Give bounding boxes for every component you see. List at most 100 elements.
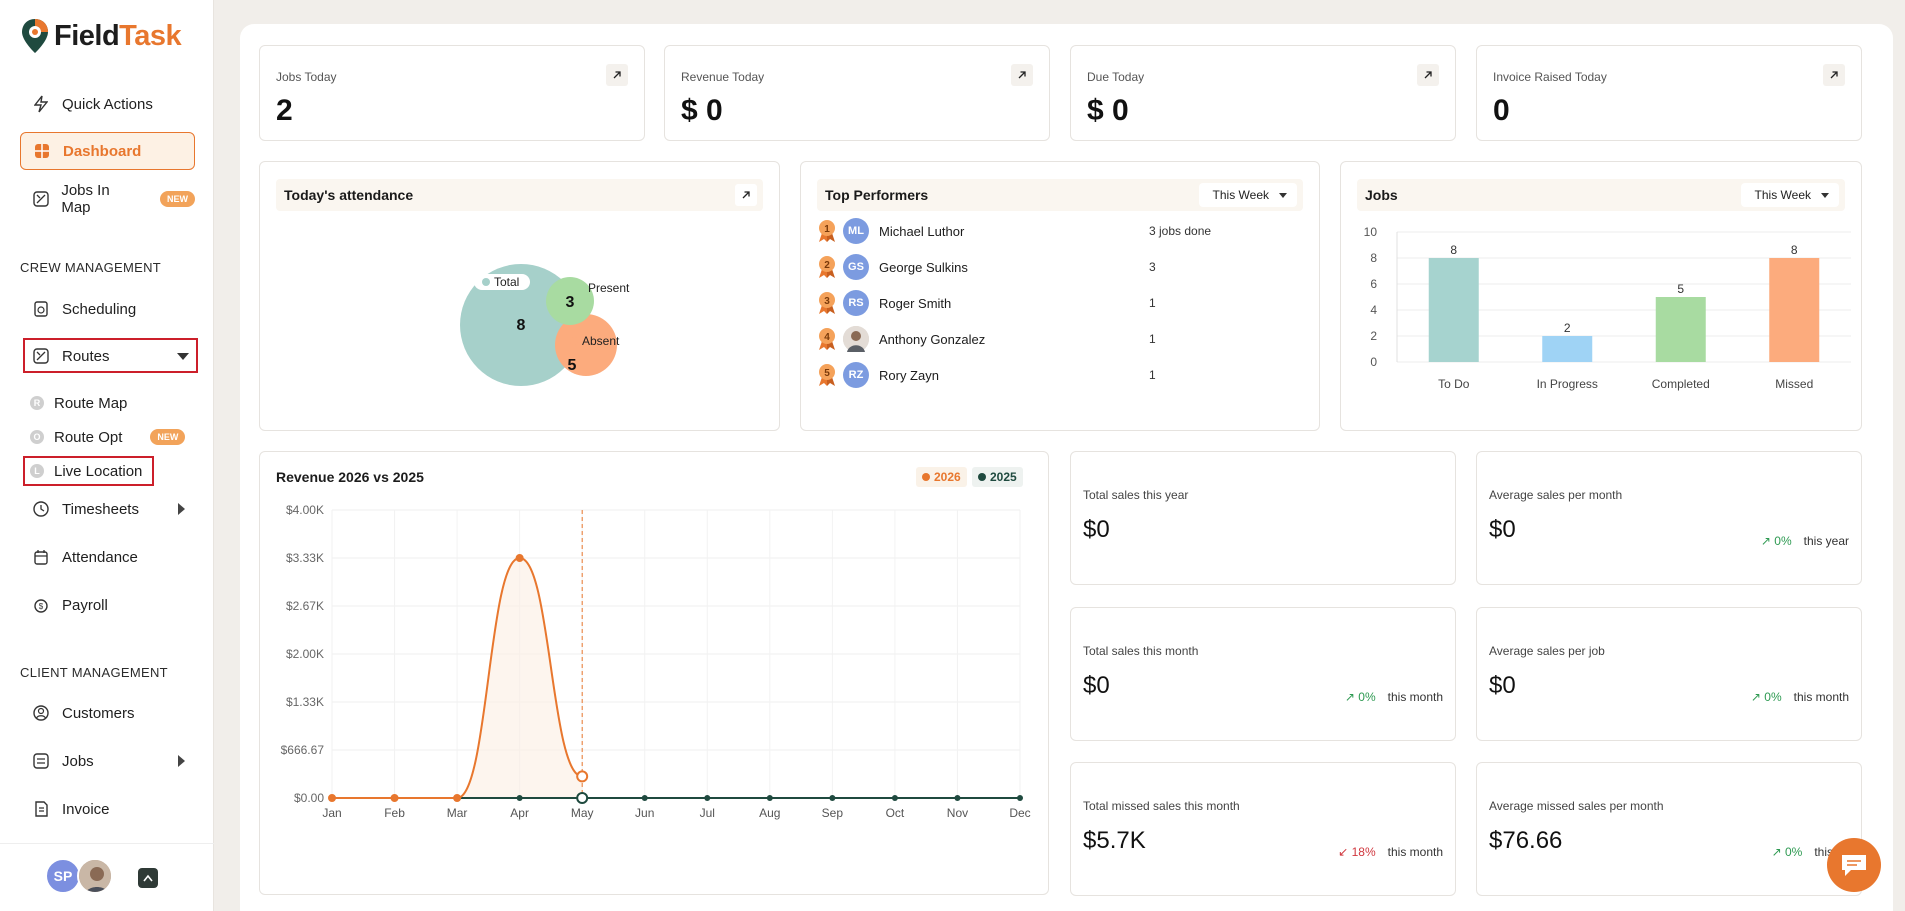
open-arrow-button[interactable] xyxy=(735,184,757,206)
point-2025[interactable] xyxy=(829,795,836,801)
bar[interactable] xyxy=(1655,297,1706,362)
performers-card-header: Top Performers This Week xyxy=(817,179,1303,211)
legend-label-2026: 2026 xyxy=(934,470,961,484)
bar-value-label: 5 xyxy=(1677,282,1684,296)
point-2026[interactable] xyxy=(515,554,524,563)
jobs-bar-chart: 0 2 4 6 8 10 8 To Do 2 In Progress 5 Completed 8 Miss… xyxy=(1364,225,1851,391)
open-arrow-button[interactable] xyxy=(606,64,628,86)
open-arrow-button[interactable] xyxy=(1011,64,1033,86)
x-tick-label: Jan xyxy=(322,806,341,820)
sales-card[interactable]: Average missed sales per month $76.66 ↗ 0%… xyxy=(1476,762,1862,896)
chevron-right-icon xyxy=(178,755,185,767)
bar[interactable] xyxy=(1428,258,1479,362)
sidebar-item-label: Route Map xyxy=(54,394,128,412)
point-2026[interactable] xyxy=(390,794,399,802)
performer-name: George Sulkins xyxy=(879,259,968,275)
performer-row[interactable]: 3 RS Roger Smith 1 xyxy=(817,288,1303,318)
performer-avatar: RS xyxy=(843,290,869,316)
performer-row[interactable]: 1 ML Michael Luthor 3 jobs done xyxy=(817,216,1303,246)
bar[interactable] xyxy=(1769,258,1820,362)
point-2025[interactable] xyxy=(954,795,961,801)
sales-card[interactable]: Average sales per job $0 ↗ 0% this month xyxy=(1476,607,1862,741)
sidebar-item-jobs-in-map[interactable]: Jobs In Map NEW xyxy=(20,180,195,218)
open-arrow-button[interactable] xyxy=(1417,64,1439,86)
arrow-up-right-icon xyxy=(1018,71,1026,79)
sidebar-item-label: Jobs xyxy=(62,752,94,770)
point-2026[interactable] xyxy=(328,794,336,802)
performer-row[interactable]: 4 Anthony Gonzalez 1 xyxy=(817,324,1303,354)
period-select[interactable]: This Week xyxy=(1740,183,1839,207)
point-2025[interactable] xyxy=(1017,795,1023,801)
performer-row[interactable]: 2 GS George Sulkins 3 xyxy=(817,252,1303,282)
sidebar-item-timesheets[interactable]: Timesheets xyxy=(20,490,195,528)
sales-card[interactable]: Total missed sales this month $5.7K ↙ 18% t… xyxy=(1070,762,1456,896)
point-2025[interactable] xyxy=(891,795,898,801)
sales-card[interactable]: Average sales per month $0 ↗ 0% this year xyxy=(1476,451,1862,585)
y-tick-label: $1.33K xyxy=(286,695,324,709)
sidebar-item-attendance[interactable]: Attendance xyxy=(20,538,195,576)
point-2025[interactable] xyxy=(704,795,711,801)
performer-name: Michael Luthor xyxy=(879,223,965,239)
point-2025[interactable] xyxy=(641,795,648,801)
y-tick-label: $2.00K xyxy=(286,647,324,661)
highlight-point-2025[interactable] xyxy=(576,792,589,804)
sales-label: Average missed sales per month xyxy=(1489,799,1664,813)
sales-value: $5.7K xyxy=(1083,827,1146,854)
sidebar-item-routes[interactable]: Routes xyxy=(20,337,195,375)
total-value: 8 xyxy=(517,317,526,334)
point-2025[interactable] xyxy=(516,795,523,801)
sidebar-item-jobs[interactable]: Jobs xyxy=(20,742,195,780)
person-photo-icon xyxy=(843,326,869,352)
legend-2026[interactable]: 2026 xyxy=(916,467,967,487)
clock-icon xyxy=(32,500,50,518)
stat-card-revenue-today[interactable]: Revenue Today $ 0 xyxy=(664,45,1050,141)
person-photo-icon xyxy=(79,860,111,892)
y-tick-label: $3.33K xyxy=(286,551,324,565)
sidebar-subitem-live-location[interactable]: L Live Location xyxy=(30,458,142,484)
open-arrow-button[interactable] xyxy=(1823,64,1845,86)
user-avatar-photo[interactable] xyxy=(77,858,113,894)
point-2026[interactable] xyxy=(576,770,589,783)
card-title: Jobs xyxy=(1365,187,1398,203)
stat-card-due-today[interactable]: Due Today $ 0 xyxy=(1070,45,1456,141)
trend-period: this month xyxy=(1793,690,1849,704)
stat-card-jobs-today[interactable]: Jobs Today 2 xyxy=(259,45,645,141)
sidebar-item-payroll[interactable]: $ Payroll xyxy=(20,586,195,624)
point-2026[interactable] xyxy=(453,794,462,802)
route-icon xyxy=(32,347,50,365)
sidebar-subitem-route-map[interactable]: R Route Map xyxy=(30,390,127,416)
sidebar-item-scheduling[interactable]: Scheduling xyxy=(20,290,195,328)
rank-medal-icon: 2 xyxy=(819,256,835,278)
expand-up-button[interactable] xyxy=(138,868,158,888)
sidebar-subitem-route-opt[interactable]: O Route Opt NEW xyxy=(30,424,186,450)
highlight-box-live-location xyxy=(23,456,154,486)
stat-card-invoice-raised-today[interactable]: Invoice Raised Today 0 xyxy=(1476,45,1862,141)
point-2025[interactable] xyxy=(766,795,773,801)
x-tick-label: Aug xyxy=(759,806,780,820)
chat-button[interactable] xyxy=(1827,838,1881,892)
bubble-absent[interactable] xyxy=(555,314,617,376)
sidebar-item-customers[interactable]: Customers xyxy=(20,694,195,732)
bar[interactable] xyxy=(1542,336,1593,362)
sidebar-item-dashboard[interactable]: Dashboard xyxy=(20,132,195,170)
user-avatar-initials[interactable]: SP xyxy=(45,858,81,894)
bar-value-label: 2 xyxy=(1564,321,1571,335)
performer-row[interactable]: 5 RZ Rory Zayn 1 xyxy=(817,360,1303,390)
present-value: 3 xyxy=(566,294,575,311)
arrow-up-right-icon: ↗ xyxy=(1760,534,1771,548)
logo[interactable]: FieldTask xyxy=(20,18,182,54)
sales-card[interactable]: Total sales this year $0 xyxy=(1070,451,1456,585)
period-select[interactable]: This Week xyxy=(1198,183,1297,207)
sidebar-item-quick-actions[interactable]: Quick Actions xyxy=(20,85,195,123)
sales-card[interactable]: Total sales this month $0 ↗ 0% this month xyxy=(1070,607,1456,741)
x-tick-label: Oct xyxy=(886,806,905,820)
performer-jobs: 1 xyxy=(1149,332,1156,346)
sidebar-item-invoice[interactable]: Invoice xyxy=(20,790,195,828)
legend-2025[interactable]: 2025 xyxy=(972,467,1023,487)
x-tick-label: Mar xyxy=(447,806,468,820)
lightning-icon xyxy=(32,95,50,113)
absent-legend-dot xyxy=(570,337,578,345)
sales-label: Total missed sales this month xyxy=(1083,799,1240,813)
sidebar-item-label: Timesheets xyxy=(62,500,139,518)
x-category-label: Completed xyxy=(1652,377,1710,391)
